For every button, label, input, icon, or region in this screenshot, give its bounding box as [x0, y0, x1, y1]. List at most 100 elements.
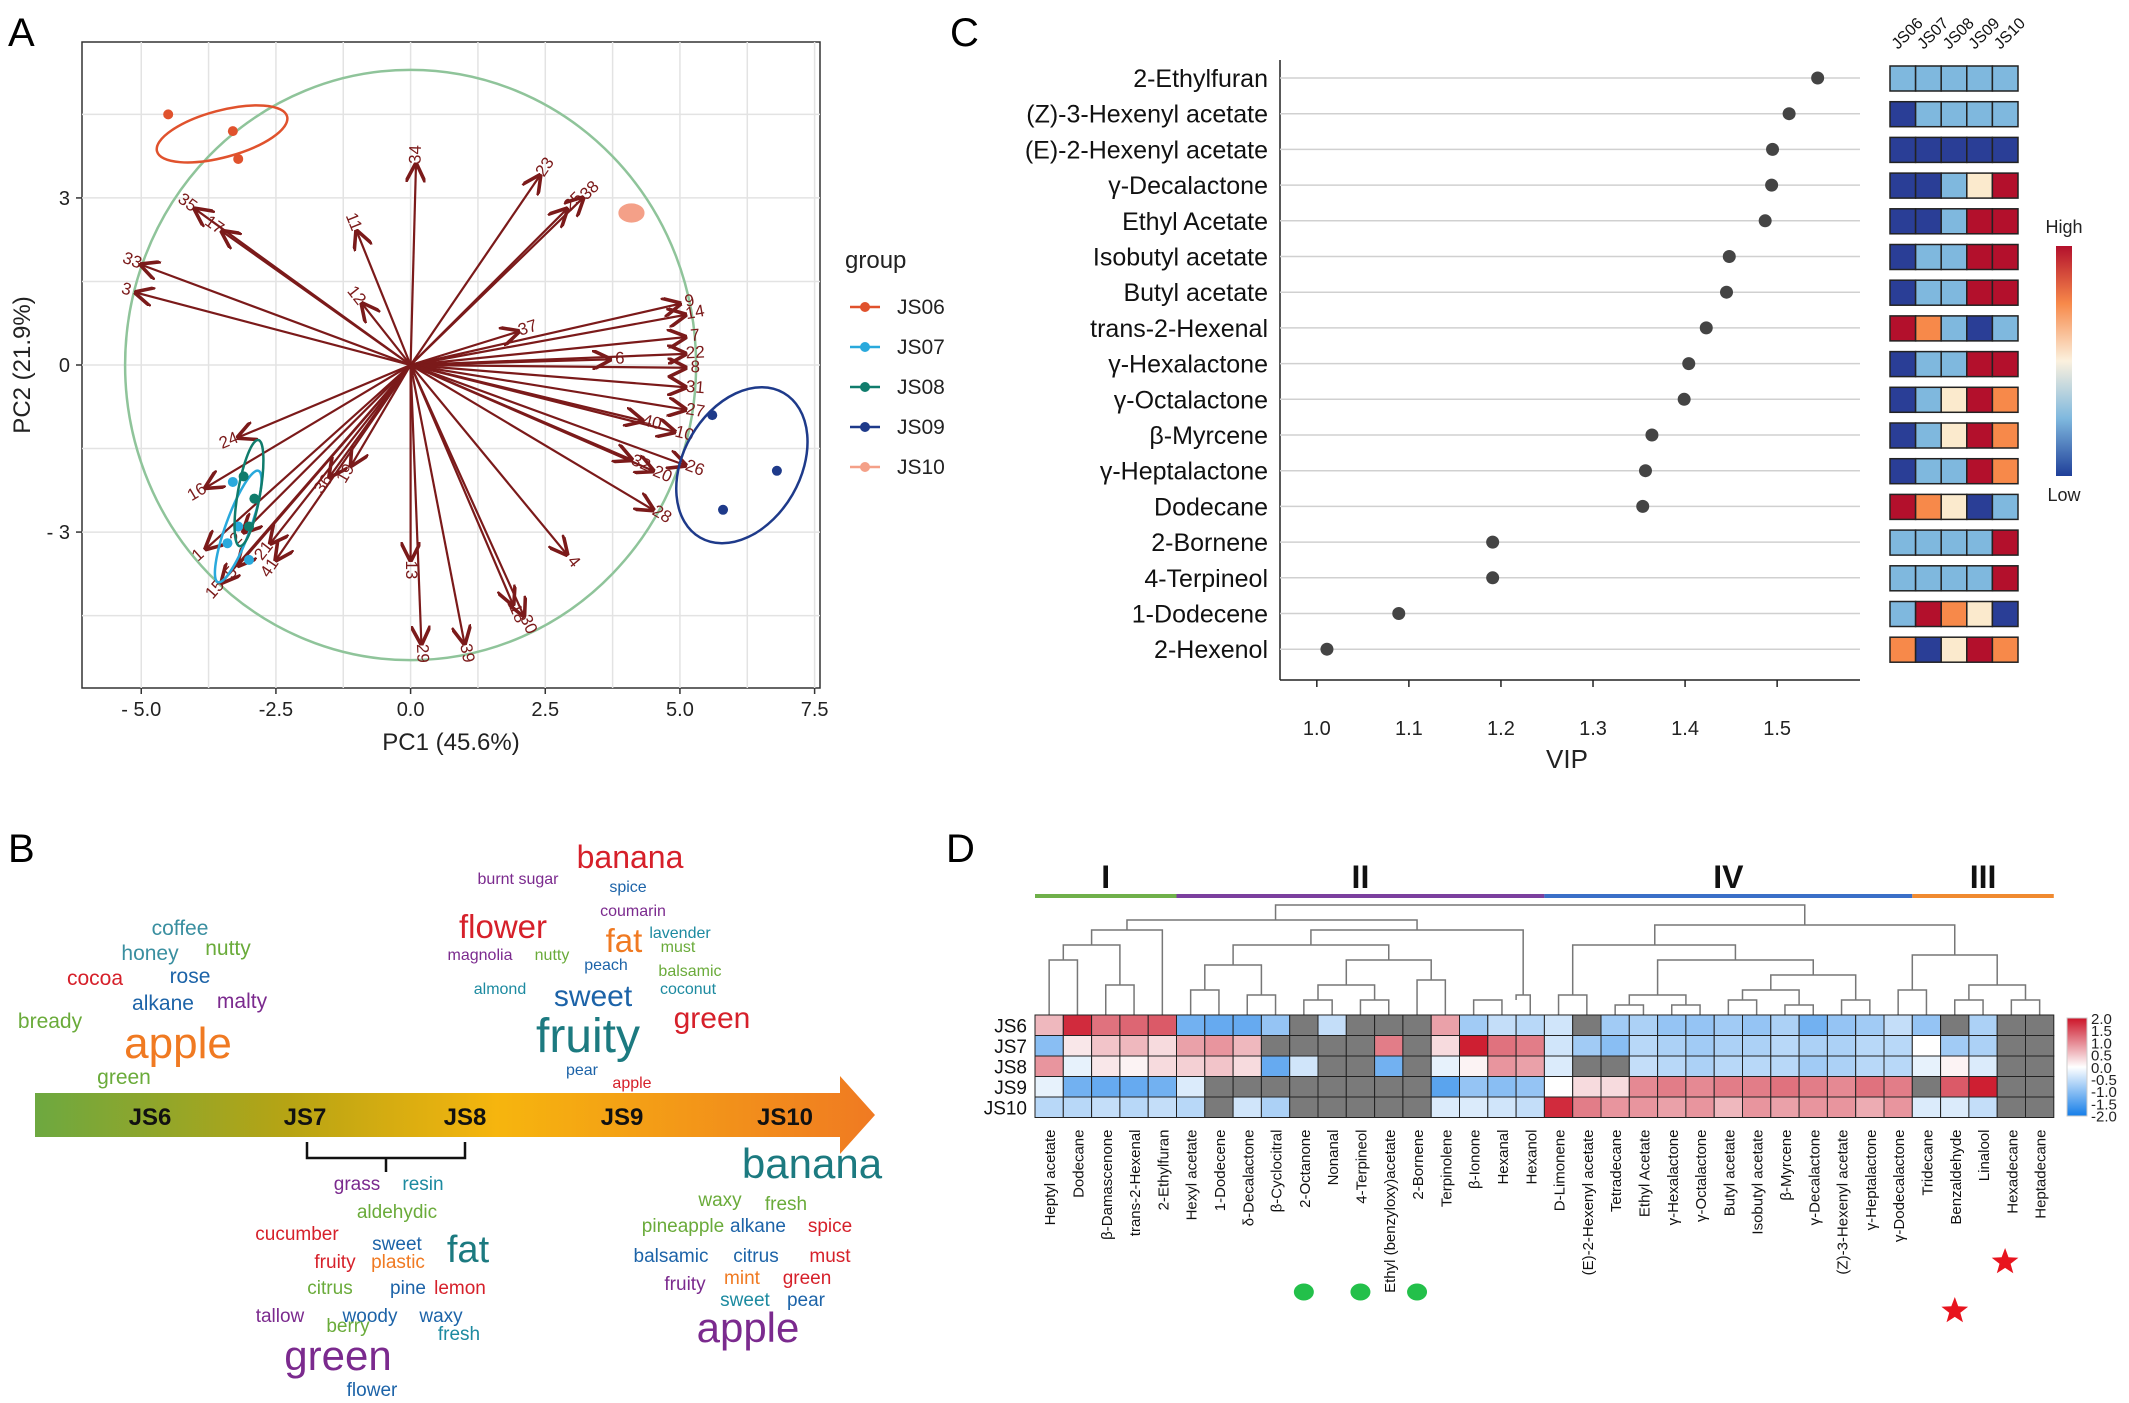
heatmap-cell-d	[1402, 1076, 1432, 1098]
heatmap-row-label: JS9	[994, 1078, 1027, 1099]
heatmap-cell-d	[1657, 1055, 1687, 1077]
heatmap-cell-d	[1147, 1035, 1177, 1057]
heatmap-cell-c	[1889, 422, 1917, 449]
heatmap-cell-d	[1487, 1055, 1517, 1077]
group-point-js07	[227, 476, 238, 487]
heatmap-column-label-d: γ-Octalactone	[1693, 1130, 1710, 1223]
heatmap-cell-d	[1515, 1096, 1545, 1118]
heatmap-cell-d	[1713, 1076, 1743, 1098]
heatmap-cell-d	[1515, 1014, 1545, 1036]
heatmap-column-label-d: 2-Ethylfuran	[1155, 1130, 1172, 1211]
heatmap-cell-d	[1657, 1076, 1687, 1098]
heatmap-cell-d	[1855, 1055, 1885, 1077]
heatmap-cell-c	[1889, 457, 1917, 485]
heatmap-cell-d	[1770, 1035, 1800, 1057]
heatmap-cell-d	[1402, 1096, 1432, 1118]
heatmap-cell-d	[1062, 1035, 1093, 1057]
heatmap-cell-d	[1742, 1096, 1772, 1118]
vip-category-label: (Z)-3-Hexenyl acetate	[1026, 101, 1268, 129]
heatmap-cell-d	[1459, 1035, 1489, 1057]
heatmap-column-label-d: 4-Terpineol	[1353, 1130, 1370, 1204]
heatmap-cell-d	[1911, 1014, 1942, 1036]
heatmap-cell-c	[1914, 136, 1942, 164]
heatmap-cell-c	[1914, 243, 1942, 271]
heatmap-column-label-d: Benzaldehyde	[1948, 1130, 1965, 1225]
word-cloud-word: cucumber	[255, 1224, 339, 1245]
heatmap-cell-d	[1798, 1014, 1828, 1036]
heatmap-column-label-d: Linalool	[1976, 1130, 1993, 1182]
heatmap-cell-c	[1914, 386, 1942, 414]
word-cloud-word: apple	[697, 1304, 800, 1351]
heatmap-cell-d	[2025, 1035, 2055, 1057]
heatmap-cell-d	[1798, 1055, 1828, 1077]
heatmap-cell-c	[1991, 457, 2019, 485]
heatmap-row-label: JS7	[994, 1037, 1027, 1058]
word-cloud-word: flower	[347, 1380, 398, 1401]
colorbar-tick-label: -1.5	[2091, 1096, 2117, 1113]
heatmap-cell-d	[1855, 1096, 1885, 1118]
heatmap-cell-d	[1176, 1096, 1206, 1118]
heatmap-cell-d	[1062, 1014, 1093, 1036]
vip-category-label: γ-Hexalactone	[1108, 351, 1268, 379]
heatmap-cell-d	[1572, 1035, 1602, 1057]
heatmap-cell-c	[1914, 172, 1942, 199]
loading-arrow	[244, 364, 412, 532]
word-cloud-word: rose	[170, 965, 211, 988]
heatmap-cell-d	[1770, 1014, 1800, 1036]
heatmap-cell-d	[1062, 1055, 1093, 1077]
heatmap-cell-d	[1543, 1035, 1574, 1057]
heatmap-cell-d	[1289, 1014, 1319, 1036]
loading-arrow	[409, 364, 524, 616]
dendrogram-link	[1968, 984, 2027, 1000]
heatmap-cell-d	[1232, 1096, 1262, 1118]
heatmap-cell-d	[1600, 1076, 1630, 1098]
word-cloud-word: spice	[808, 1216, 852, 1237]
loading-label: 31	[685, 377, 705, 397]
group-point-js09	[707, 410, 718, 421]
dendrogram-link	[1317, 984, 1376, 1000]
vip-category-label: γ-Octalactone	[1114, 386, 1268, 414]
dendrogram-link	[1614, 1004, 1645, 1015]
heatmap-cell-d	[1911, 1055, 1942, 1077]
x-tick-label-a: 2.5	[531, 699, 559, 721]
heatmap-cell-d	[1543, 1096, 1574, 1118]
heatmap-cell-d	[1628, 1076, 1659, 1098]
heatmap-cell-d	[1657, 1014, 1687, 1036]
heatmap-cell-d	[1855, 1035, 1885, 1057]
heatmap-column-label-d: Dodecane	[1070, 1130, 1087, 1198]
heatmap-cell-d	[1402, 1014, 1432, 1036]
heatmap-cell-d	[1062, 1096, 1093, 1118]
heatmap-column-label-d: Heptadecane	[2033, 1129, 2050, 1218]
heatmap-cell-d	[1572, 1055, 1602, 1077]
word-cloud-word: pear	[566, 1062, 599, 1079]
heatmap-cell-d	[1685, 1096, 1715, 1118]
dendrogram-link	[1359, 999, 1390, 1015]
heatmap-cell-d	[1204, 1055, 1234, 1077]
legend-label: JS06	[897, 296, 945, 319]
heatmap-cell-d	[1374, 1076, 1404, 1098]
heatmap-cell-c	[1991, 136, 2019, 164]
heatmap-cell-d	[1459, 1055, 1489, 1077]
heatmap-cell-d	[1091, 1055, 1121, 1077]
vip-category-label: 2-Hexenol	[1154, 636, 1268, 664]
heatmap-cell-d	[1119, 1096, 1149, 1118]
x-tick-label-a: 7.5	[801, 699, 829, 721]
vip-category-label: β-Myrcene	[1149, 422, 1268, 450]
heatmap-cell-c	[1991, 600, 2019, 628]
heatmap-cell-d	[1826, 1055, 1857, 1077]
heatmap-cell-d	[1317, 1055, 1347, 1077]
heatmap-cell-c	[1991, 100, 2019, 128]
heatmap-cell-d	[1176, 1035, 1206, 1057]
loading-label: 11	[342, 210, 366, 233]
heatmap-cell-d	[1996, 1096, 2026, 1118]
heatmap-cell-d	[1770, 1096, 1800, 1118]
heatmap-cell-c	[1966, 457, 1994, 485]
correlation-circle	[123, 68, 698, 662]
heatmap-cell-d	[1374, 1014, 1404, 1036]
heatmap-cell-c	[1940, 315, 1968, 342]
group-ellipse-js06	[155, 104, 289, 164]
vip-point	[1766, 142, 1780, 156]
vip-point	[1720, 285, 1734, 299]
x-axis-label-c: VIP	[1546, 744, 1588, 774]
